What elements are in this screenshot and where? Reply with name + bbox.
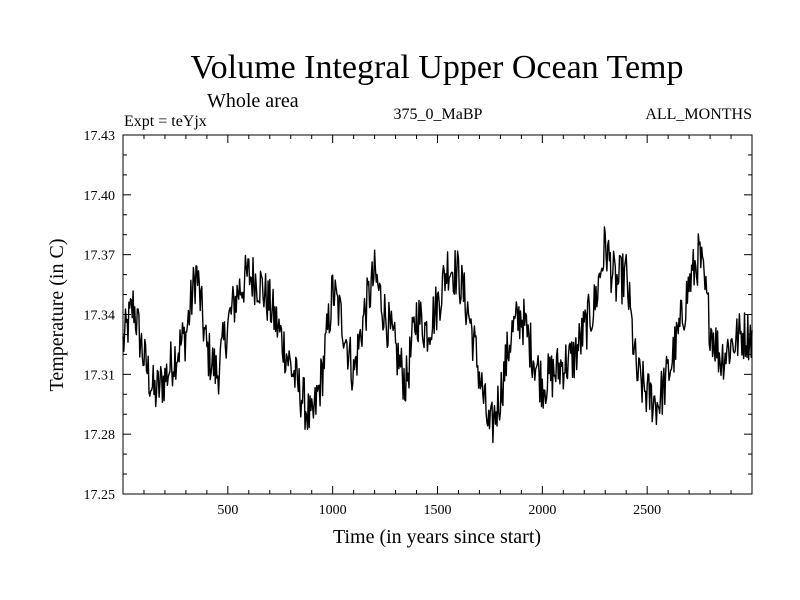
chart-subtitle: Whole area (207, 90, 299, 112)
x-axis-label: Time (in years since start) (333, 526, 541, 548)
y-tick-label: 17.37 (84, 249, 116, 264)
x-tick-label: 2000 (528, 503, 556, 518)
period-label: 375_0_MaBP (394, 106, 483, 123)
y-tick-label: 17.34 (84, 309, 116, 324)
y-tick-label: 17.28 (84, 428, 116, 443)
x-tick-label: 500 (217, 503, 238, 518)
y-tick-label: 17.43 (84, 129, 116, 144)
y-tick-label: 17.25 (84, 488, 116, 503)
x-tick-label: 2500 (633, 503, 661, 518)
y-tick-label: 17.40 (84, 189, 116, 204)
y-axis-label: Temperature (in C) (46, 239, 68, 392)
temperature-series-line (122, 226, 753, 444)
x-axis-ticks: 500 1000 1500 2000 2500 (217, 135, 661, 518)
x-tick-label: 1000 (319, 503, 347, 518)
chart-title: Volume Integral Upper Ocean Temp (191, 49, 684, 86)
minor-ticks (123, 135, 752, 494)
months-label: ALL_MONTHS (645, 106, 752, 123)
experiment-label: Expt = teYjx (124, 113, 207, 130)
y-tick-label: 17.31 (84, 368, 116, 383)
x-tick-label: 1500 (424, 503, 452, 518)
y-axis-ticks: 17.25 17.28 17.31 17.34 17.37 17.40 17.43 (84, 129, 752, 503)
